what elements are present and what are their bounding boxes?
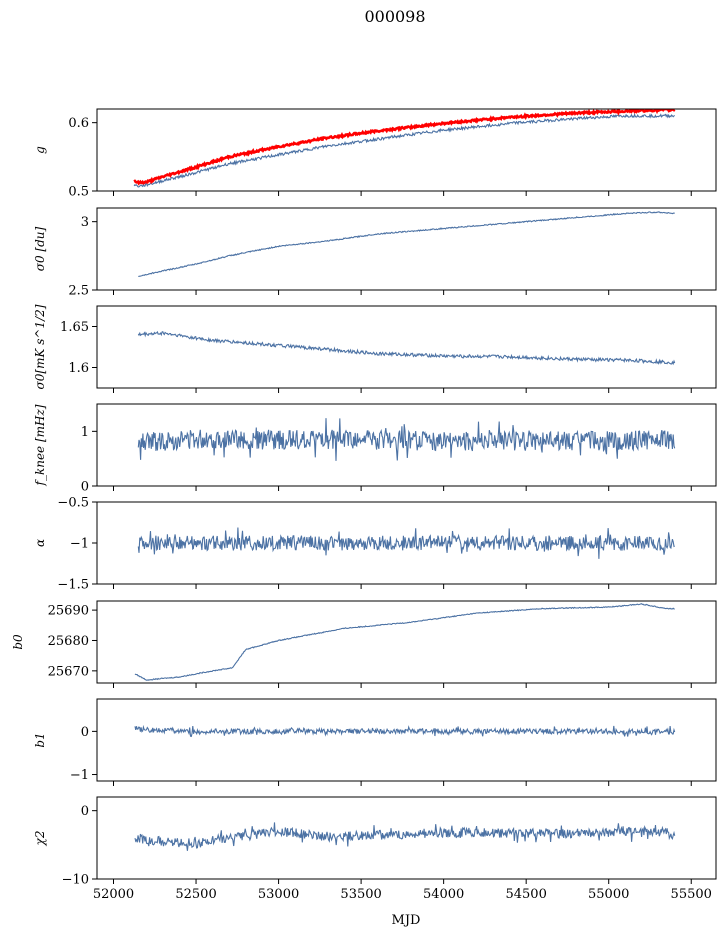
y-tick-label: 25680 [48, 634, 89, 649]
y-tick-label: 25690 [48, 604, 89, 619]
y-axis-label: g [33, 146, 47, 154]
series-line-2 [133, 109, 676, 186]
x-tick-label: 52500 [175, 887, 216, 902]
axes-frame [96, 796, 717, 880]
y-tick-label: −1 [70, 537, 89, 552]
y-tick-label: 0.5 [68, 185, 89, 200]
panel-2: 2.5 3 σ0 [du] [33, 207, 717, 299]
axes-frame [96, 305, 717, 389]
panel-8: −10 0 52000 52500 53000 53500 54000 54500 55000 5… [33, 796, 717, 902]
y-tick-label: −10 [62, 873, 89, 888]
x-tick-label: 53500 [340, 887, 381, 902]
y-tick-label: 0 [81, 725, 89, 740]
y-tick-label: −1 [70, 768, 89, 783]
y-tick-label: −0.5 [57, 496, 89, 511]
x-tick-label: 54000 [423, 887, 464, 902]
x-tick-label: 54500 [505, 887, 546, 902]
chart-panels: 0.5 0.6 g 2.5 3 σ0 [du] 1.6 1.65 σ0[mK s^1/2] 0 1 f… [11, 108, 717, 902]
x-tick-label: 55000 [588, 887, 629, 902]
figure-title: 000098 [364, 7, 426, 26]
y-axis-label: χ2 [33, 831, 47, 847]
panel-5: −1.5 −1 −0.5 α [33, 496, 717, 593]
series-line-1 [137, 527, 675, 559]
y-axis-label: α [33, 539, 47, 547]
y-tick-label: 1 [81, 425, 89, 440]
series-line-1 [133, 112, 676, 188]
y-tick-label: 1.6 [68, 361, 89, 376]
y-tick-label: 1.65 [60, 320, 89, 335]
x-axis-label: MJD [392, 913, 421, 928]
axes-frame [96, 108, 717, 192]
y-tick-label: 0.6 [68, 116, 89, 131]
axes-frame [96, 207, 717, 291]
y-axis-label: σ0[mK s^1/2] [33, 304, 47, 389]
y-axis-label: σ0 [du] [33, 226, 47, 271]
axes-frame [96, 698, 717, 782]
series-line-1 [134, 822, 676, 851]
x-tick-label: 55500 [671, 887, 712, 902]
panel-4: 0 1 f_knee [mHz] [33, 403, 717, 495]
panel-1: 0.5 0.6 g [33, 108, 717, 200]
y-tick-label: −1.5 [57, 578, 89, 593]
panel-6: 25670 25680 25690 b0 [11, 600, 717, 688]
axes-frame [96, 600, 717, 684]
axes-frame [96, 403, 717, 487]
y-tick-label: 25670 [48, 664, 89, 679]
y-tick-label: 3 [81, 215, 89, 230]
y-tick-label: 0 [81, 804, 89, 819]
y-tick-label: 2.5 [68, 284, 89, 299]
x-tick-label: 52000 [93, 887, 134, 902]
series-line-1 [137, 418, 676, 461]
series-line-1 [137, 330, 676, 366]
series-line-1 [138, 211, 675, 278]
x-tick-label: 53000 [258, 887, 299, 902]
y-axis-label: f_knee [mHz] [33, 404, 47, 486]
y-axis-label: b0 [11, 634, 25, 650]
panel-3: 1.6 1.65 σ0[mK s^1/2] [33, 304, 717, 393]
series-line-1 [134, 603, 675, 681]
series-line-1 [134, 724, 676, 738]
y-tick-label: 0 [81, 480, 89, 495]
y-axis-label: b1 [33, 732, 47, 747]
panel-7: −1 0 b1 [33, 698, 717, 786]
